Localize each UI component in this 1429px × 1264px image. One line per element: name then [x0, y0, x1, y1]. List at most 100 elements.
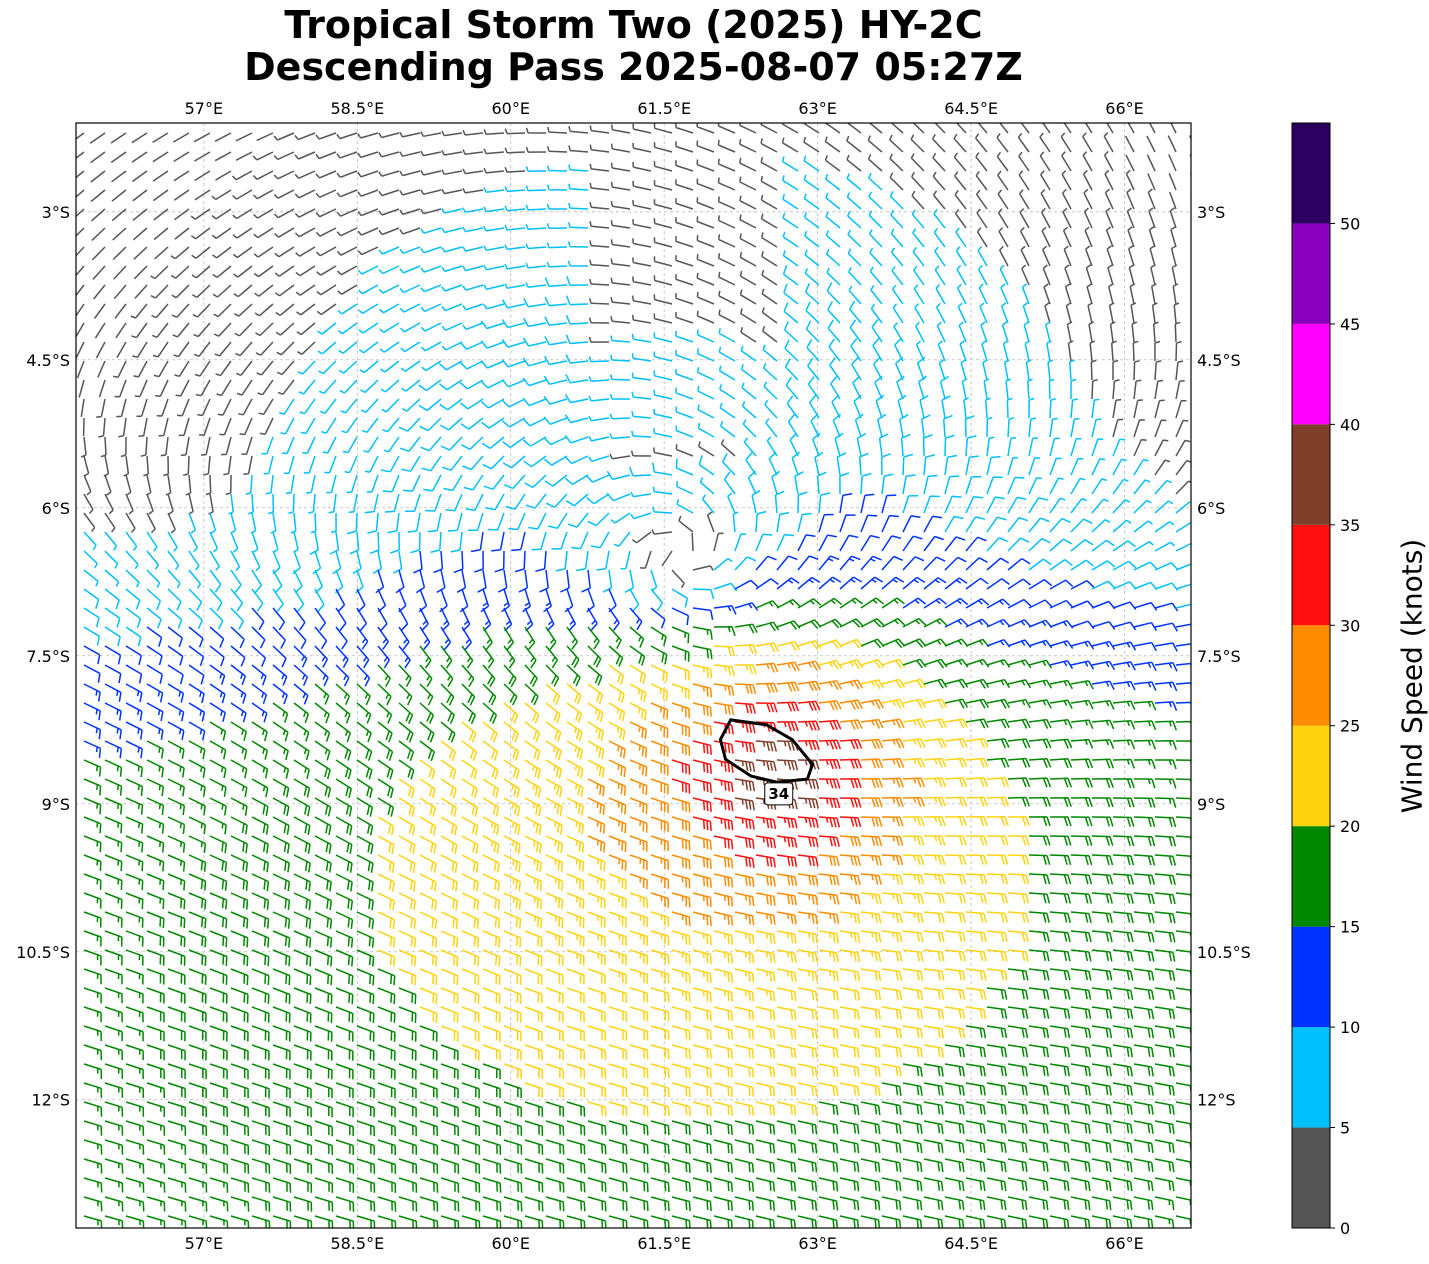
wind-barb: [776, 759, 799, 771]
wind-barb: [713, 911, 734, 926]
wind-barb: [525, 282, 547, 289]
wind-barb: [1007, 1044, 1029, 1058]
wind-barb: [717, 252, 736, 267]
wind-barb: [881, 987, 903, 1001]
wind-barb: [504, 225, 526, 231]
wind-barb: [922, 434, 933, 457]
wind-barb: [696, 329, 715, 343]
wind-barb: [587, 854, 606, 872]
wind-barb: [335, 854, 353, 873]
colorbar-tick-label: 25: [1340, 717, 1360, 736]
wind-barb: [860, 1044, 881, 1058]
wind-barb: [1133, 700, 1157, 711]
wind-barb: [1007, 496, 1027, 514]
wind-barb: [254, 284, 274, 297]
wind-barb: [1112, 1120, 1133, 1134]
wind-barb: [961, 378, 968, 400]
wind-barb: [217, 398, 232, 416]
wind-barb: [1049, 1025, 1071, 1039]
wind-barb: [1070, 378, 1077, 400]
wind-barb: [986, 496, 1005, 514]
wind-barb: [629, 873, 648, 890]
wind-barb: [983, 378, 990, 400]
wind-barb: [963, 397, 970, 419]
wind-barb: [380, 379, 400, 393]
wind-barb: [632, 123, 652, 134]
colorbar-bin: [1292, 826, 1330, 927]
wind-barb: [188, 797, 206, 816]
wind-barb: [955, 246, 967, 267]
wind-barb: [83, 816, 102, 834]
wind-barb: [328, 493, 337, 514]
wind-barb: [525, 262, 547, 269]
y-tick-label-right: 7.5°S: [1197, 647, 1241, 666]
wind-barb: [112, 227, 127, 241]
wind-barb: [791, 451, 801, 476]
map-frame: [75, 122, 1192, 1229]
wind-barb: [1060, 132, 1072, 153]
wind-barb: [315, 246, 337, 257]
wind-barb: [378, 189, 400, 197]
wind-barb: [923, 597, 947, 609]
wind-barb: [997, 170, 1009, 191]
wind-barb: [734, 1063, 755, 1078]
wind-barb: [461, 816, 479, 836]
wind-barb: [543, 375, 568, 386]
wind-barb: [335, 1063, 354, 1080]
wind-barb: [440, 1215, 460, 1228]
wind-barb: [650, 721, 669, 739]
wind-barb: [439, 588, 448, 613]
wind-barb: [146, 835, 165, 853]
wind-barb: [272, 911, 291, 929]
wind-barb: [609, 393, 630, 400]
wind-barb: [965, 1025, 987, 1039]
wind-barb: [501, 379, 526, 388]
wind-barb: [671, 987, 691, 1003]
wind-barb: [944, 1101, 965, 1115]
wind-barb: [125, 1177, 145, 1193]
wind-barb: [462, 455, 484, 471]
wind-barb: [608, 778, 627, 796]
wind-barb: [1175, 1215, 1191, 1225]
wind-barb: [336, 170, 358, 179]
wind-barb: [441, 341, 463, 351]
wind-barb: [274, 227, 295, 238]
wind-barb: [847, 248, 862, 267]
wind-barb: [83, 550, 98, 569]
wind-barb: [881, 892, 903, 904]
wind-barb: [839, 555, 861, 571]
wind-barb: [272, 854, 290, 873]
wind-barb: [1007, 738, 1031, 749]
wind-barb: [326, 474, 337, 494]
wind-barb: [420, 322, 442, 332]
wind-barb: [83, 797, 102, 815]
wind-barb: [1028, 1101, 1049, 1115]
wind-barb: [167, 721, 185, 741]
wind-barb: [1133, 987, 1155, 1000]
wind-barb: [631, 295, 652, 305]
wind-barb: [188, 683, 205, 704]
wind-barb: [525, 185, 547, 192]
wind-barb: [944, 968, 966, 981]
wind-barb: [504, 166, 526, 173]
wind-barb: [461, 702, 476, 725]
wind-barb: [461, 664, 475, 688]
wind-barb: [1070, 797, 1093, 808]
wind-barb: [923, 1215, 944, 1228]
wind-barb: [398, 778, 415, 799]
wind-barb: [608, 797, 627, 815]
wind-barb: [1125, 154, 1135, 172]
x-tick-label-top: 61.5°E: [637, 99, 691, 118]
wind-barb: [998, 245, 1009, 267]
wind-barb: [167, 1196, 187, 1212]
wind-barb: [1133, 1044, 1155, 1058]
wind-barb: [251, 645, 267, 667]
wind-barb: [341, 417, 358, 434]
wind-barb: [629, 1139, 649, 1155]
wind-barb: [650, 626, 667, 647]
wind-barb: [650, 569, 658, 591]
wind-barb: [1133, 720, 1157, 731]
wind-barb: [836, 452, 847, 476]
wind-barb: [524, 1101, 544, 1117]
wind-barb: [975, 152, 988, 172]
